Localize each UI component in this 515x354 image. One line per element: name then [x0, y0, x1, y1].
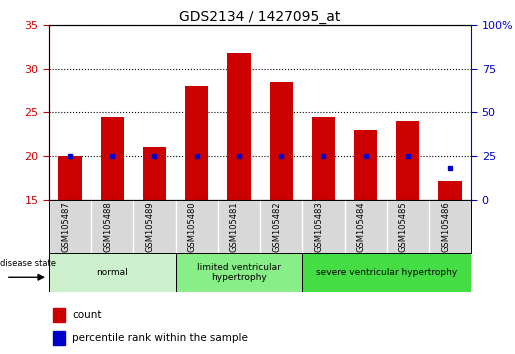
Text: GSM105486: GSM105486 — [441, 201, 450, 252]
Text: limited ventricular
hypertrophy: limited ventricular hypertrophy — [197, 263, 281, 282]
Title: GDS2134 / 1427095_at: GDS2134 / 1427095_at — [179, 10, 341, 24]
Text: severe ventricular hypertrophy: severe ventricular hypertrophy — [316, 268, 457, 277]
Text: GSM105480: GSM105480 — [188, 201, 197, 252]
Text: GSM105481: GSM105481 — [230, 201, 239, 252]
Text: GSM105484: GSM105484 — [357, 201, 366, 252]
Bar — [269, 82, 293, 200]
Bar — [185, 86, 209, 200]
Bar — [49, 253, 176, 292]
Text: GSM105487: GSM105487 — [61, 201, 70, 252]
Bar — [176, 253, 302, 292]
Bar — [100, 117, 124, 200]
Text: normal: normal — [96, 268, 128, 277]
Text: GSM105485: GSM105485 — [399, 201, 408, 252]
Text: GSM105482: GSM105482 — [272, 201, 281, 252]
Bar — [302, 253, 471, 292]
Bar — [438, 181, 462, 200]
Text: percentile rank within the sample: percentile rank within the sample — [72, 332, 248, 343]
Text: GSM105483: GSM105483 — [315, 201, 323, 252]
Text: GSM105488: GSM105488 — [104, 201, 112, 252]
Bar — [53, 308, 65, 322]
Bar — [58, 156, 82, 200]
Text: disease state: disease state — [0, 259, 56, 268]
Bar — [143, 147, 166, 200]
Bar — [312, 117, 335, 200]
Bar — [354, 130, 377, 200]
Bar — [396, 121, 420, 200]
Text: count: count — [72, 310, 101, 320]
Text: GSM105489: GSM105489 — [146, 201, 154, 252]
Bar — [53, 331, 65, 344]
Bar — [227, 53, 251, 200]
